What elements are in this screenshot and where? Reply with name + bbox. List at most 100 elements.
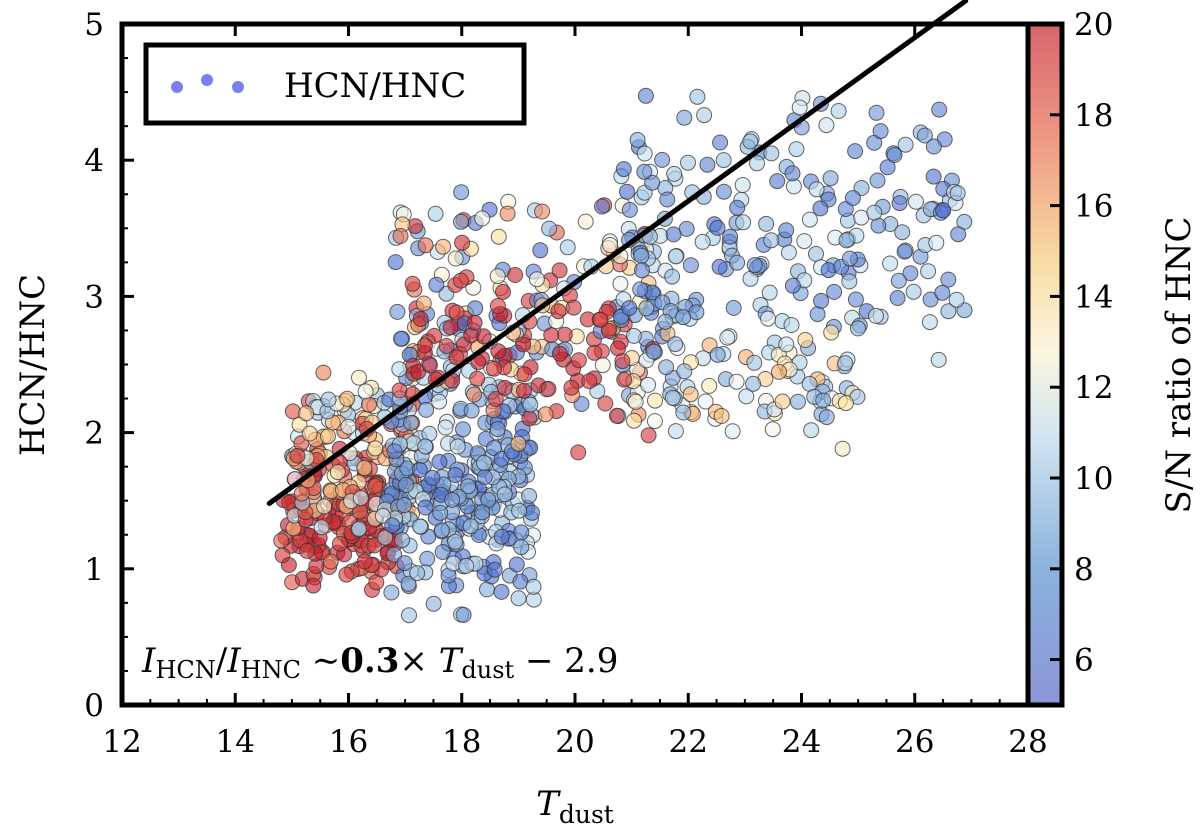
scatter-point xyxy=(366,537,383,554)
scatter-point xyxy=(516,366,533,383)
scatter-point xyxy=(387,254,404,271)
scatter-point xyxy=(699,156,716,173)
scatter-point xyxy=(746,354,763,371)
scatter-point xyxy=(474,210,491,227)
scatter-point xyxy=(897,136,914,153)
scatter-point xyxy=(826,283,843,300)
scatter-point xyxy=(495,283,511,300)
scatter-point xyxy=(850,320,866,337)
scatter-point xyxy=(386,443,403,460)
scatter-point xyxy=(415,295,432,312)
scatter-point xyxy=(621,201,638,218)
scatter-point xyxy=(742,133,759,150)
scatter-point xyxy=(597,395,614,412)
colorbar-gradient xyxy=(1028,24,1062,705)
scatter-point xyxy=(713,408,730,424)
scatter-point xyxy=(431,453,448,470)
x-tick-label: 28 xyxy=(1008,724,1047,760)
scatter-point xyxy=(935,202,952,219)
scatter-point xyxy=(404,275,421,292)
scatter-point xyxy=(735,214,752,231)
x-tick-label: 22 xyxy=(669,724,708,760)
scatter-point xyxy=(487,391,504,407)
scatter-point xyxy=(738,388,755,405)
scatter-point xyxy=(466,386,483,403)
scatter-point xyxy=(386,546,403,563)
scatter-point xyxy=(808,245,824,262)
scatter-point xyxy=(783,317,800,333)
scatter-point xyxy=(644,174,661,191)
scatter-point xyxy=(521,487,538,504)
scatter-point xyxy=(543,327,560,344)
scatter-point xyxy=(392,228,409,244)
scatter-point xyxy=(834,440,851,457)
scatter-point xyxy=(634,262,650,279)
scatter-point xyxy=(872,123,889,140)
scatter-point xyxy=(339,390,356,407)
scatter-point xyxy=(664,268,681,285)
scatter-point xyxy=(493,528,510,545)
scatter-point xyxy=(823,324,840,341)
scatter-point xyxy=(916,127,933,144)
colorbar-tick-label: 6 xyxy=(1074,643,1094,679)
scatter-point xyxy=(570,444,587,461)
scatter-point xyxy=(797,332,814,348)
x-tick-label: 12 xyxy=(102,724,141,760)
scatter-point xyxy=(460,478,477,495)
scatter-point xyxy=(434,544,451,560)
scatter-point xyxy=(646,413,663,430)
scatter-point xyxy=(709,219,726,236)
scatter-point xyxy=(746,257,763,274)
scatter-point xyxy=(905,283,922,300)
scatter-point xyxy=(445,555,462,572)
scatter-point xyxy=(638,300,655,317)
scatter-point xyxy=(419,550,436,567)
scatter-point xyxy=(868,307,884,324)
scatter-point xyxy=(696,107,713,124)
scatter-point xyxy=(619,183,635,200)
scatter-point xyxy=(837,395,854,412)
scatter-point xyxy=(625,327,642,344)
scatter-point xyxy=(682,257,699,274)
scatter-point xyxy=(466,314,483,331)
scatter-point xyxy=(444,491,461,508)
scatter-point xyxy=(490,228,507,245)
scatter-point xyxy=(680,154,696,171)
scatter-point xyxy=(496,379,513,396)
scatter-point xyxy=(930,351,947,368)
scatter-point xyxy=(329,464,346,481)
x-tick-label: 20 xyxy=(555,724,594,760)
scatter-point xyxy=(559,239,576,256)
scatter-point xyxy=(351,520,368,537)
scatter-point xyxy=(389,303,406,320)
scatter-point xyxy=(391,361,408,378)
scatter-point xyxy=(769,173,786,190)
y-axis: 0 1 2 3 4 5 xyxy=(84,7,134,724)
scatter-point xyxy=(637,87,654,104)
scatter-point xyxy=(356,460,373,476)
colorbar-tick-label: 20 xyxy=(1074,7,1113,43)
scatter-point xyxy=(940,303,957,320)
scatter-point xyxy=(764,421,781,438)
scatter-point xyxy=(774,393,791,410)
scatter-point xyxy=(921,314,938,331)
scatter-point xyxy=(383,584,400,601)
scatter-point xyxy=(528,271,545,288)
scatter-point xyxy=(556,326,573,343)
scatter-point xyxy=(688,304,705,321)
scatter-point xyxy=(284,403,301,420)
scatter-point xyxy=(417,438,434,455)
scatter-point xyxy=(728,373,745,390)
scatter-point xyxy=(612,275,629,292)
scatter-point xyxy=(844,190,861,206)
scatter-point xyxy=(896,243,913,260)
scatter-point xyxy=(640,376,657,393)
scatter-point xyxy=(837,355,854,372)
scatter-point xyxy=(629,131,646,148)
scatter-point xyxy=(778,336,795,353)
x-axis-title: Tdust xyxy=(536,784,614,829)
scatter-point xyxy=(749,155,765,172)
scatter-point xyxy=(868,104,885,121)
legend-label: HCN/HNC xyxy=(284,66,466,106)
